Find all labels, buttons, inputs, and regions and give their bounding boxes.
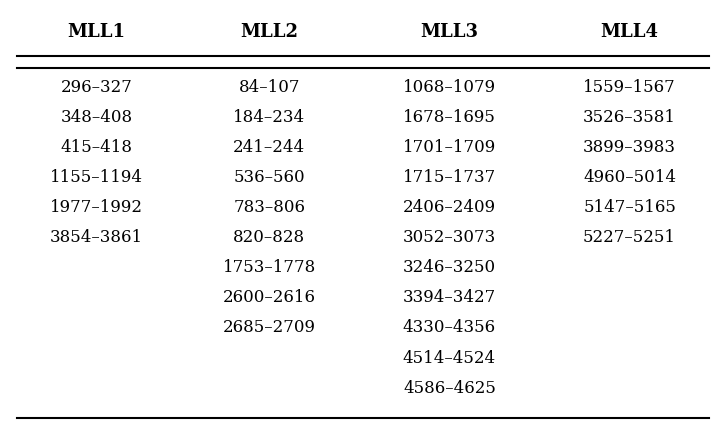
Text: 5227–5251: 5227–5251 <box>583 229 676 246</box>
Text: 4960–5014: 4960–5014 <box>583 169 676 186</box>
Text: MLL2: MLL2 <box>240 24 298 42</box>
Text: 1068–1079: 1068–1079 <box>403 79 496 96</box>
Text: 4514–4524: 4514–4524 <box>403 350 496 366</box>
Text: 820–828: 820–828 <box>233 229 306 246</box>
Text: 783–806: 783–806 <box>233 199 306 216</box>
Text: 1753–1778: 1753–1778 <box>223 260 316 276</box>
Text: MLL4: MLL4 <box>600 24 658 42</box>
Text: 3394–3427: 3394–3427 <box>403 290 496 306</box>
Text: 1155–1194: 1155–1194 <box>50 169 143 186</box>
Text: 4330–4356: 4330–4356 <box>403 320 496 336</box>
Text: 1701–1709: 1701–1709 <box>403 139 496 156</box>
Text: 2406–2409: 2406–2409 <box>403 199 496 216</box>
Text: 3854–3861: 3854–3861 <box>50 229 143 246</box>
Text: 1559–1567: 1559–1567 <box>583 79 676 96</box>
Text: 296–327: 296–327 <box>60 79 132 96</box>
Text: 241–244: 241–244 <box>233 139 306 156</box>
Text: 3526–3581: 3526–3581 <box>583 109 676 126</box>
Text: 184–234: 184–234 <box>233 109 306 126</box>
Text: 536–560: 536–560 <box>234 169 305 186</box>
Text: 84–107: 84–107 <box>239 79 300 96</box>
Text: 415–418: 415–418 <box>60 139 132 156</box>
Text: 1678–1695: 1678–1695 <box>403 109 496 126</box>
Text: 2685–2709: 2685–2709 <box>223 320 316 336</box>
Text: 5147–5165: 5147–5165 <box>583 199 676 216</box>
Text: 3246–3250: 3246–3250 <box>403 260 496 276</box>
Text: 1977–1992: 1977–1992 <box>50 199 143 216</box>
Text: 1715–1737: 1715–1737 <box>403 169 496 186</box>
Text: 4586–4625: 4586–4625 <box>403 380 496 397</box>
Text: 2600–2616: 2600–2616 <box>223 290 316 306</box>
Text: MLL3: MLL3 <box>420 24 478 42</box>
Text: MLL1: MLL1 <box>68 24 126 42</box>
Text: 348–408: 348–408 <box>60 109 133 126</box>
Text: 3899–3983: 3899–3983 <box>583 139 676 156</box>
Text: 3052–3073: 3052–3073 <box>403 229 496 246</box>
